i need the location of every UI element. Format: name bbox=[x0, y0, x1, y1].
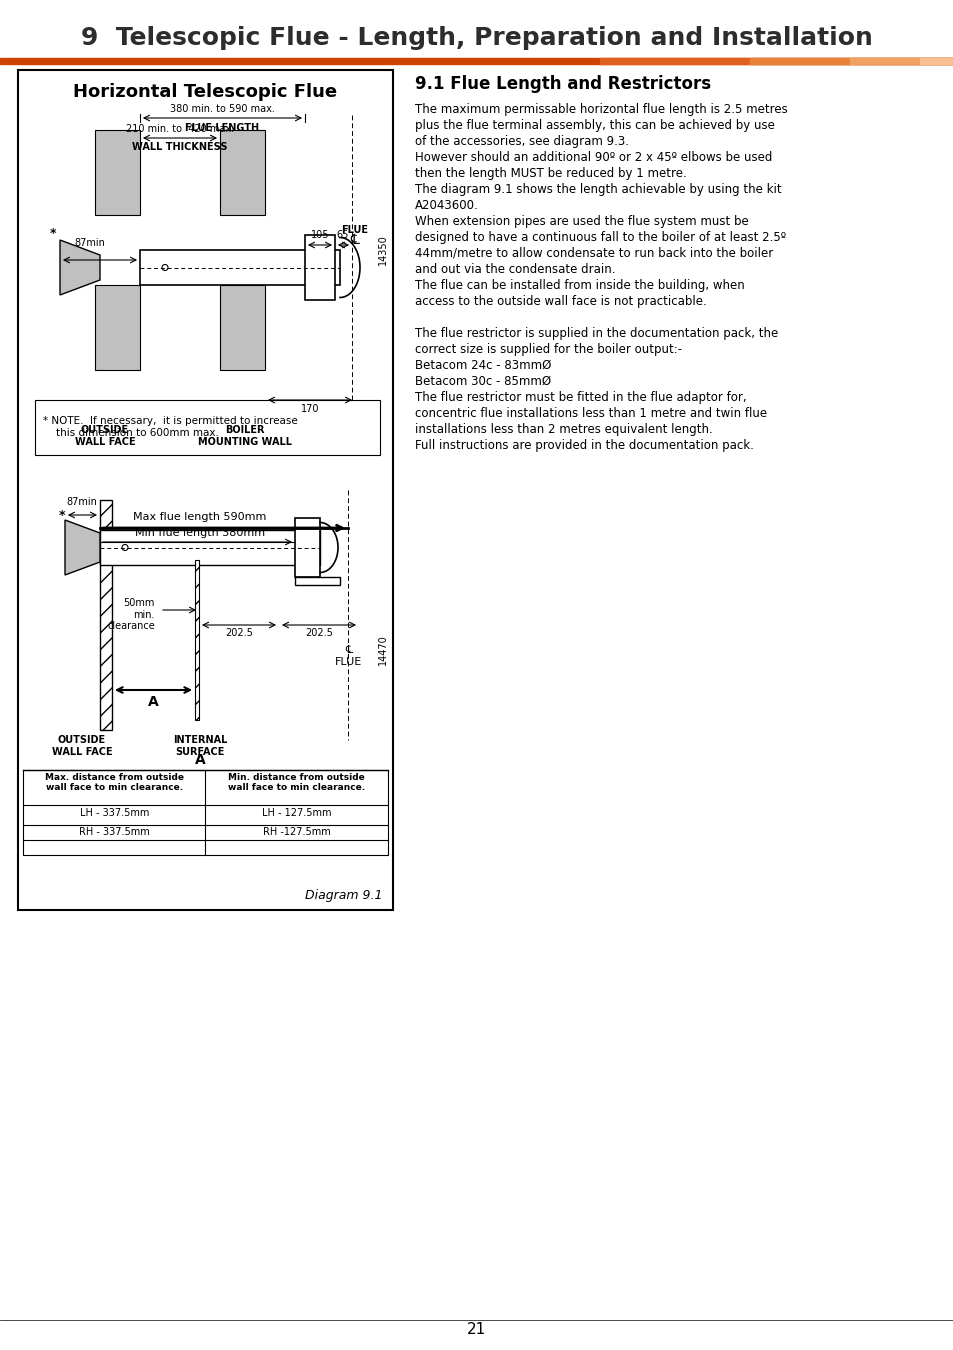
Text: Min. distance from outside
wall face to min clearance.: Min. distance from outside wall face to … bbox=[228, 774, 365, 792]
Text: correct size is supplied for the boiler output:-: correct size is supplied for the boiler … bbox=[415, 343, 681, 356]
Polygon shape bbox=[65, 520, 100, 575]
Text: Betacom 30c - 85mmØ: Betacom 30c - 85mmØ bbox=[415, 375, 551, 387]
Text: 44mm/metre to allow condensate to run back into the boiler: 44mm/metre to allow condensate to run ba… bbox=[415, 247, 773, 261]
Bar bbox=[599, 58, 953, 63]
Bar bbox=[18, 70, 393, 910]
Text: 65: 65 bbox=[336, 230, 349, 240]
Text: 105: 105 bbox=[311, 230, 329, 240]
Text: 50mm
min.
clearance: 50mm min. clearance bbox=[107, 598, 154, 632]
Text: of the accessories, see diagram 9.3.: of the accessories, see diagram 9.3. bbox=[415, 135, 628, 148]
Text: The flue can be installed from inside the building, when: The flue can be installed from inside th… bbox=[415, 279, 744, 292]
Bar bbox=[95, 130, 140, 215]
Text: 14350: 14350 bbox=[377, 235, 388, 266]
Text: 170: 170 bbox=[300, 404, 319, 414]
Text: designed to have a continuous fall to the boiler of at least 2.5º: designed to have a continuous fall to th… bbox=[415, 231, 785, 244]
Bar bbox=[919, 58, 953, 63]
Bar bbox=[95, 285, 140, 370]
Text: plus the flue terminal assembly, this can be achieved by use: plus the flue terminal assembly, this ca… bbox=[415, 119, 774, 132]
Text: installations less than 2 metres equivalent length.: installations less than 2 metres equival… bbox=[415, 423, 712, 436]
Text: 87min: 87min bbox=[67, 497, 97, 508]
Text: FLUE LENGTH: FLUE LENGTH bbox=[185, 123, 259, 134]
Text: INTERNAL
SURFACE: INTERNAL SURFACE bbox=[172, 734, 227, 756]
Text: LH - 337.5mm: LH - 337.5mm bbox=[79, 809, 149, 818]
Text: The flue restrictor is supplied in the documentation pack, the: The flue restrictor is supplied in the d… bbox=[415, 327, 778, 340]
Text: 380 min. to 590 max.: 380 min. to 590 max. bbox=[170, 104, 274, 113]
Text: then the length MUST be reduced by 1 metre.: then the length MUST be reduced by 1 met… bbox=[415, 167, 686, 180]
Text: WALL THICKNESS: WALL THICKNESS bbox=[132, 142, 228, 153]
Bar bbox=[220, 285, 265, 370]
Text: The flue restrictor must be fitted in the flue adaptor for,: The flue restrictor must be fitted in th… bbox=[415, 392, 746, 404]
Bar bbox=[294, 576, 339, 585]
Text: Horizontal Telescopic Flue: Horizontal Telescopic Flue bbox=[73, 82, 337, 101]
Text: 87min: 87min bbox=[74, 238, 106, 248]
Text: However should an additional 90º or 2 x 45º elbows be used: However should an additional 90º or 2 x … bbox=[415, 151, 772, 163]
Text: ℄
FLUE: ℄ FLUE bbox=[335, 645, 362, 667]
Text: OUTSIDE
WALL FACE: OUTSIDE WALL FACE bbox=[51, 734, 112, 756]
Text: *: * bbox=[59, 509, 65, 522]
Text: *: * bbox=[50, 227, 56, 240]
Text: A: A bbox=[194, 753, 205, 767]
Bar bbox=[749, 58, 953, 63]
Polygon shape bbox=[60, 240, 100, 296]
Text: concentric flue installations less than 1 metre and twin flue: concentric flue installations less than … bbox=[415, 406, 766, 420]
Text: Max flue length 590mm: Max flue length 590mm bbox=[133, 512, 267, 522]
Bar bbox=[35, 400, 379, 455]
Text: * NOTE.  If necessary,  it is permitted to increase
    this dimension to 600mm : * NOTE. If necessary, it is permitted to… bbox=[43, 416, 297, 437]
Text: A: A bbox=[148, 695, 158, 709]
Text: The maximum permissable horizontal flue length is 2.5 metres: The maximum permissable horizontal flue … bbox=[415, 103, 787, 116]
Text: Min flue length 380mm: Min flue length 380mm bbox=[134, 528, 265, 539]
Text: 21: 21 bbox=[467, 1323, 486, 1338]
Bar bbox=[100, 500, 112, 730]
Bar bbox=[220, 130, 265, 215]
Text: When extension pipes are used the flue system must be: When extension pipes are used the flue s… bbox=[415, 215, 748, 228]
Bar bbox=[849, 58, 953, 63]
Text: Full instructions are provided in the documentation pack.: Full instructions are provided in the do… bbox=[415, 439, 753, 452]
Text: 9  Telescopic Flue - Length, Preparation and Installation: 9 Telescopic Flue - Length, Preparation … bbox=[81, 26, 872, 50]
Bar bbox=[23, 769, 388, 855]
Text: Diagram 9.1: Diagram 9.1 bbox=[305, 890, 382, 902]
Text: RH -127.5mm: RH -127.5mm bbox=[263, 828, 331, 837]
Text: The diagram 9.1 shows the length achievable by using the kit: The diagram 9.1 shows the length achieva… bbox=[415, 184, 781, 196]
Text: ℄: ℄ bbox=[350, 234, 359, 247]
Text: 9.1 Flue Length and Restrictors: 9.1 Flue Length and Restrictors bbox=[415, 76, 710, 93]
Text: 202.5: 202.5 bbox=[225, 628, 253, 639]
Bar bbox=[294, 518, 319, 576]
Text: 202.5: 202.5 bbox=[305, 628, 333, 639]
Bar bbox=[0, 58, 953, 63]
Bar bbox=[305, 235, 335, 300]
Text: Max. distance from outside
wall face to min clearance.: Max. distance from outside wall face to … bbox=[45, 774, 184, 792]
Text: BOILER
MOUNTING WALL: BOILER MOUNTING WALL bbox=[198, 425, 292, 447]
Text: Betacom 24c - 83mmØ: Betacom 24c - 83mmØ bbox=[415, 359, 551, 373]
Text: access to the outside wall face is not practicable.: access to the outside wall face is not p… bbox=[415, 296, 706, 308]
Text: 14470: 14470 bbox=[377, 634, 388, 666]
Bar bbox=[140, 250, 339, 285]
Bar bbox=[100, 531, 319, 566]
Text: 210 min. to  420 max.: 210 min. to 420 max. bbox=[126, 124, 233, 134]
Text: OUTSIDE
WALL FACE: OUTSIDE WALL FACE bbox=[74, 425, 135, 447]
Text: LH - 127.5mm: LH - 127.5mm bbox=[262, 809, 331, 818]
Bar bbox=[194, 560, 199, 720]
Text: FLUE: FLUE bbox=[341, 225, 368, 235]
Text: and out via the condensate drain.: and out via the condensate drain. bbox=[415, 263, 615, 275]
Text: A2043600.: A2043600. bbox=[415, 198, 478, 212]
Text: RH - 337.5mm: RH - 337.5mm bbox=[79, 828, 150, 837]
